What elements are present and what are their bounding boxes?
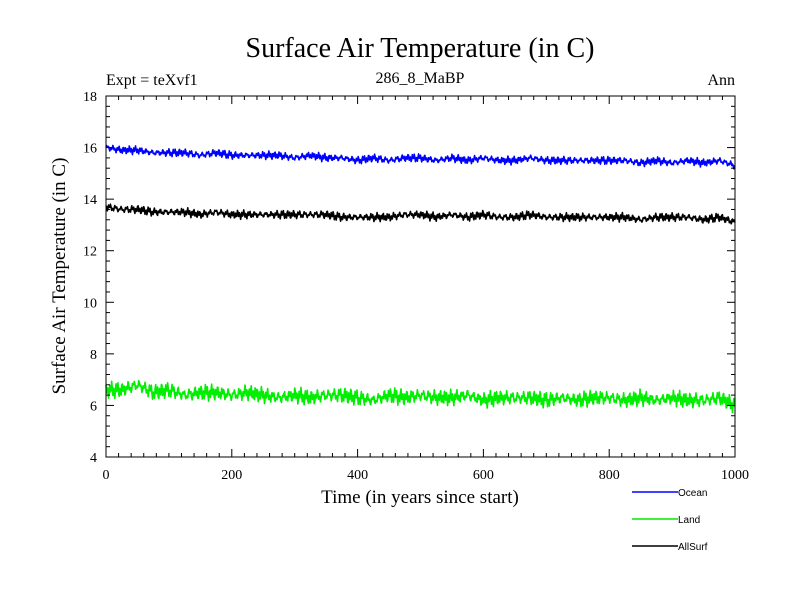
y-tick-label: 14 bbox=[83, 193, 97, 208]
legend: Ocean Land AllSurf bbox=[632, 488, 708, 553]
y-tick-label: 12 bbox=[83, 245, 97, 260]
axes-layer: 4 6 8 10 12 14 16 18 0 200 400 600 800 1000 bbox=[83, 90, 749, 483]
series-line-ocean bbox=[105, 144, 736, 170]
series-line-land bbox=[105, 379, 736, 414]
x-tick-label: 200 bbox=[221, 468, 242, 483]
x-tick-label: 600 bbox=[473, 468, 494, 483]
series-layer bbox=[105, 144, 736, 414]
y-axis-label: Surface Air Temperature (in C) bbox=[49, 158, 70, 395]
y-tick-label: 4 bbox=[90, 451, 97, 466]
plot-frame bbox=[105, 95, 736, 458]
x-tick-label: 1000 bbox=[721, 468, 749, 483]
legend-label-land: Land bbox=[678, 515, 700, 526]
chart-subtitle-left: Expt = teXvf1 bbox=[106, 72, 198, 89]
series-line-allsurf bbox=[105, 203, 736, 225]
y-tick-label: 18 bbox=[83, 90, 97, 105]
x-tick-label: 400 bbox=[347, 468, 368, 483]
x-tick-label: 800 bbox=[599, 468, 620, 483]
legend-label-ocean: Ocean bbox=[678, 488, 707, 499]
y-tick-label: 16 bbox=[83, 142, 97, 157]
y-tick-label: 8 bbox=[90, 348, 97, 363]
legend-label-allsurf: AllSurf bbox=[678, 542, 708, 553]
chart-title: Surface Air Temperature (in C) bbox=[246, 33, 595, 64]
x-tick-label: 0 bbox=[103, 468, 110, 483]
chart-subtitle-center: 286_8_MaBP bbox=[376, 70, 465, 87]
y-tick-label: 10 bbox=[83, 296, 97, 311]
x-axis-label: Time (in years since start) bbox=[321, 487, 519, 508]
chart-subtitle-right: Ann bbox=[707, 72, 735, 89]
y-tick-label: 6 bbox=[90, 399, 97, 414]
